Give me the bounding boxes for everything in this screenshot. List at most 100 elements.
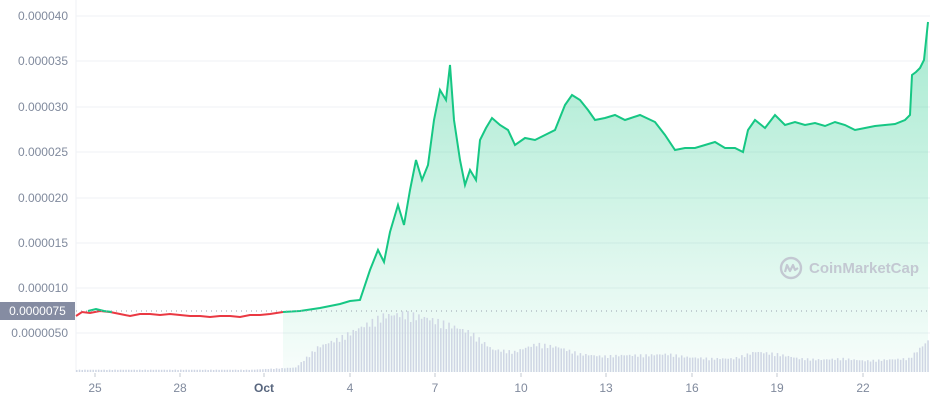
volume-bar (76, 370, 78, 372)
volume-bar (344, 339, 346, 372)
x-tick-label: 28 (173, 381, 187, 395)
volume-bar (327, 343, 330, 372)
volume-bar (571, 353, 573, 372)
volume-bar (445, 329, 448, 372)
volume-bar (374, 326, 376, 372)
volume-bar (196, 369, 198, 372)
volume-bar (765, 352, 768, 372)
volume-bar (831, 358, 833, 372)
volume-bar (423, 317, 426, 372)
volume-bar (721, 358, 724, 372)
volume-bar (782, 354, 784, 372)
volume-bar (620, 354, 623, 372)
volume-bar (379, 322, 382, 372)
volume-bar (839, 360, 842, 372)
volume-bar (560, 348, 563, 372)
volume-bar (106, 370, 108, 372)
volume-bar (631, 355, 634, 372)
volume-bar (544, 343, 546, 372)
volume-bar (396, 313, 398, 372)
volume-bar (746, 353, 749, 372)
volume-bar (842, 357, 844, 372)
volume-bar (497, 349, 500, 372)
volume-bar (371, 318, 374, 372)
volume-bar (163, 369, 166, 372)
volume-bar (891, 359, 894, 372)
x-tick-label: 10 (514, 381, 528, 395)
volume-bar (275, 368, 278, 372)
volume-bar (336, 337, 338, 372)
volume-bar (804, 360, 806, 372)
volume-bar (541, 348, 543, 372)
volume-bar (749, 354, 751, 372)
volume-bar (210, 369, 212, 372)
volume-bar (519, 349, 521, 372)
volume-bar (522, 349, 524, 372)
volume-bar (612, 357, 615, 372)
volume-bar (138, 369, 141, 372)
volume-bar (535, 346, 538, 372)
volume-bar (689, 357, 691, 372)
volume-bar (711, 357, 713, 372)
volume-bar (237, 369, 240, 372)
volume-bar (538, 342, 541, 372)
volume-bar (798, 359, 801, 372)
volume-bar (727, 358, 729, 372)
volume-bar (653, 355, 656, 372)
volume-bar (492, 349, 494, 372)
volume-bar (809, 360, 812, 372)
volume-bar (555, 346, 557, 372)
volume-bar (155, 369, 157, 372)
volume-bar (147, 369, 149, 372)
y-tick-label: 0.0000050 (11, 326, 68, 340)
volume-bar (297, 365, 300, 372)
volume-bar (505, 353, 508, 372)
volume-bar (853, 359, 855, 372)
volume-bar (84, 369, 86, 372)
volume-bar (549, 344, 552, 372)
volume-bar (448, 322, 450, 372)
volume-bars (76, 311, 929, 372)
volume-bar (678, 357, 680, 372)
volume-bar (325, 344, 327, 372)
volume-bar (232, 369, 234, 372)
volume-bar (730, 358, 732, 372)
volume-bar (158, 369, 160, 372)
volume-bar (149, 369, 152, 372)
volume-bar (199, 369, 201, 372)
volume-bar (615, 354, 617, 372)
volume-bar (245, 369, 248, 372)
volume-bar (516, 352, 519, 372)
volume-bar (122, 369, 125, 372)
x-tick-label: 7 (431, 381, 439, 395)
volume-bar (415, 320, 417, 372)
volume-bar (787, 355, 790, 372)
volume-bar (908, 357, 910, 372)
volume-bar (856, 360, 858, 372)
volume-bar (128, 369, 130, 372)
volume-bar (218, 369, 220, 372)
volume-bar (500, 351, 502, 372)
volume-bar (207, 370, 209, 372)
volume-bar (894, 359, 896, 372)
volume-bar (330, 340, 333, 372)
y-tick-label: 0.000025 (17, 145, 68, 159)
volume-bar (607, 357, 609, 372)
volume-bar (587, 355, 590, 372)
volume-bar (883, 359, 886, 372)
volume-bar (366, 322, 368, 372)
volume-bar (481, 343, 483, 372)
volume-bar (401, 311, 404, 372)
volume-bar (103, 369, 105, 372)
volume-bar (793, 357, 795, 372)
volume-bar (565, 351, 568, 372)
volume-bar (182, 369, 185, 372)
volume-bar (264, 368, 267, 372)
volume-bar (700, 357, 702, 372)
volume-bar (637, 356, 639, 372)
volume-bar (910, 357, 913, 372)
volume-bar (661, 354, 664, 372)
volume-bar (568, 349, 571, 372)
volume-bar (888, 359, 891, 372)
